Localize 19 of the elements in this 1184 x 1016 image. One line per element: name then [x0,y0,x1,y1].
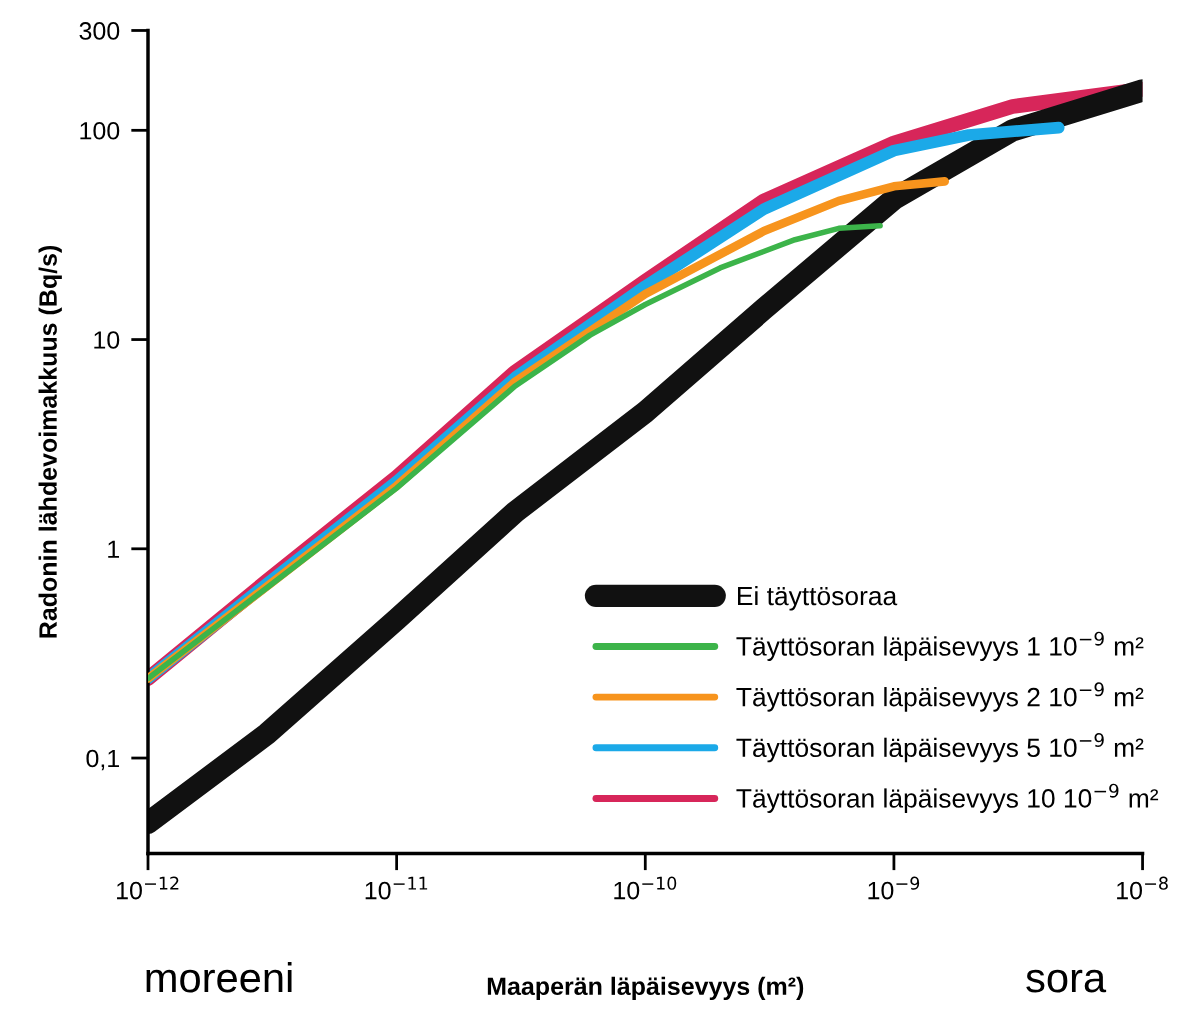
legend-label: Täyttösoran läpäisevyys 2 10$^{−9}$ m² [736,682,1144,712]
y-tick-label: 300 [79,22,120,40]
legend-label: Ei täyttösoraa [738,585,898,611]
legend-label: Täyttösoran läpäisevyys 1 10$^{−9}$ m² [736,631,1144,661]
x-tick-label: 10$^{−11}$ [365,876,428,900]
x-tick-label: 10$^{−9}$ [868,876,920,900]
y-tick-label: 1 [108,540,119,558]
y-axis-title: Radonin lähdevoimakkuus (Bq/s) [38,245,62,638]
x-tick-label: 10$^{−10}$ [614,876,677,900]
text: moreeni [146,961,292,993]
y-tick-label: 10 [94,331,120,349]
x-tick-label: 10$^{−12}$ [117,876,179,900]
legend-label: Täyttösoran läpäisevyys 5 10$^{−9}$ m² [736,733,1144,763]
legend-label: Täyttösoran läpäisevyys 10 10$^{−9}$ m² [736,783,1159,813]
y-tick-label: 100 [80,121,120,140]
y-tick-label: 0,1 [86,749,120,771]
x-tick-label: 10$^{−8}$ [1117,876,1168,900]
x-axis-title: Maaperän läpäisevyys (m²) [487,976,804,1001]
text: sora [1026,969,1107,993]
